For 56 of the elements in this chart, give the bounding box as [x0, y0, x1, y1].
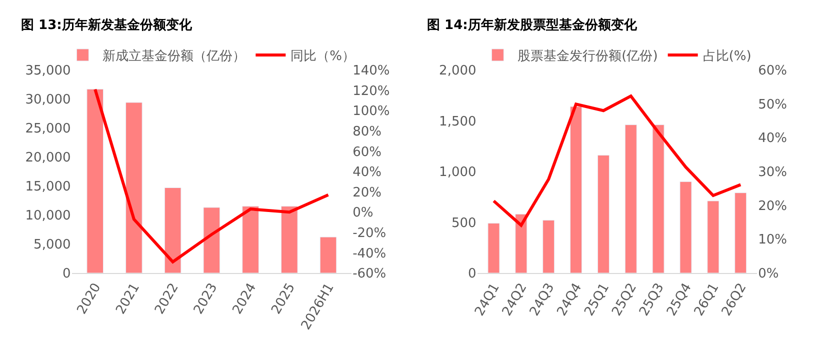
bar	[86, 88, 104, 273]
legend-label: 股票基金发行份额(亿份)	[518, 49, 658, 64]
y2-tick-label: 50%	[758, 97, 787, 112]
bar	[126, 102, 142, 273]
bar	[164, 187, 182, 273]
bar	[320, 236, 337, 273]
y2-tick-label: -20%	[352, 226, 386, 241]
y2-tick-label: 80%	[352, 124, 382, 140]
bar	[570, 106, 582, 273]
bar	[624, 124, 637, 273]
y2-tick-label: 40%	[352, 165, 382, 180]
y-tick-label: 25,000	[25, 122, 71, 137]
chart-title: 图 13:历年新发基金份额变化	[21, 17, 193, 33]
y2-tick-label: 60%	[352, 144, 382, 160]
y2-tick-label: 40%	[758, 131, 787, 146]
y-tick-label: 500	[451, 216, 476, 231]
y-tick-label: 15,000	[25, 180, 71, 195]
y2-tick-label: -40%	[352, 246, 386, 262]
line-series	[492, 94, 742, 227]
y2-tick-label: 120%	[352, 84, 390, 99]
y2-tick-label: -60%	[352, 266, 386, 282]
y2-tick-label: 20%	[758, 198, 787, 214]
bar	[652, 124, 664, 273]
y-tick-label: 0	[62, 266, 71, 282]
legend-label: 新成立基金份额（亿份）	[102, 48, 246, 64]
y2-tick-label: 0%	[352, 206, 374, 221]
y2-tick-label: 0%	[758, 266, 779, 282]
bar	[203, 207, 220, 273]
y-tick-label: 0	[468, 266, 476, 282]
bar	[242, 206, 259, 273]
y-tick-label: 2,000	[439, 64, 476, 79]
y2-tick-label: 140%	[352, 64, 390, 79]
bar	[734, 192, 747, 273]
y-tick-label: 1,000	[439, 165, 476, 180]
bar	[597, 155, 610, 273]
bar	[680, 181, 692, 273]
bar	[488, 223, 500, 273]
bar	[707, 200, 720, 273]
y2-tick-label: 20%	[352, 185, 382, 200]
y-tick-label: 10,000	[25, 208, 71, 224]
bar	[515, 214, 528, 273]
chart-title: 图 14:历年新发股票型基金份额变化	[427, 17, 638, 33]
y2-tick-label: 30%	[758, 165, 787, 180]
bar	[542, 220, 555, 273]
legend-label: 同比（%）	[290, 49, 356, 64]
y2-tick-label: 10%	[758, 232, 787, 248]
y2-tick-label: 100%	[352, 104, 390, 120]
y-tick-label: 5,000	[34, 238, 71, 253]
y-tick-label: 1,500	[439, 114, 476, 130]
bar	[280, 206, 298, 273]
y-tick-label: 20,000	[25, 150, 71, 166]
legend-label: 占比(%)	[702, 49, 752, 64]
y2-tick-label: 60%	[758, 64, 787, 79]
y-tick-label: 35,000	[25, 64, 71, 79]
line-series	[94, 88, 330, 264]
y-tick-label: 30,000	[25, 92, 71, 108]
